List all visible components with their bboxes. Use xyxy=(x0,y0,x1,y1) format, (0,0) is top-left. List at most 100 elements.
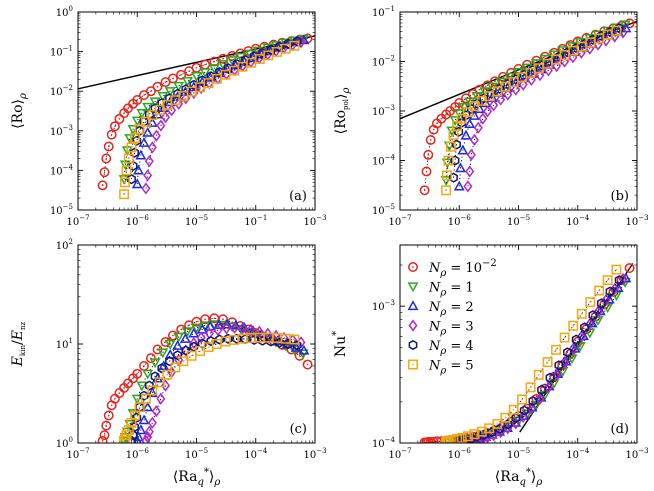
data-point xyxy=(238,322,248,335)
marker-dot xyxy=(127,429,130,431)
x-tick-label: 10−7 xyxy=(388,447,411,461)
marker-dot xyxy=(494,80,496,82)
marker-circle xyxy=(419,185,430,196)
data-point xyxy=(568,343,578,356)
data-point xyxy=(132,412,142,423)
marker-square xyxy=(469,101,480,112)
data-point xyxy=(145,353,156,364)
data-point xyxy=(176,69,187,80)
marker-dot xyxy=(199,350,201,352)
marker-dot xyxy=(478,88,481,91)
axes-frame xyxy=(77,244,316,444)
data-point xyxy=(542,357,553,368)
marker-dot xyxy=(188,324,190,326)
marker-dot xyxy=(427,154,430,156)
data-point xyxy=(517,394,528,405)
data-point xyxy=(126,142,137,153)
marker-dot xyxy=(241,65,244,68)
panel-label: (d) xyxy=(611,422,629,437)
marker-square xyxy=(121,430,132,441)
marker-square xyxy=(585,297,596,308)
legend-marker xyxy=(407,300,419,311)
minor-ticks xyxy=(400,12,637,210)
data-point xyxy=(473,121,483,134)
data-point xyxy=(141,182,151,195)
data-point xyxy=(132,95,143,105)
data-point xyxy=(296,36,306,49)
data-point xyxy=(421,166,432,177)
data-point xyxy=(157,348,169,359)
data-point xyxy=(611,25,622,36)
data-point xyxy=(462,431,473,442)
data-point xyxy=(610,282,620,295)
x-tick-label: 10−6 xyxy=(126,214,150,228)
data-point xyxy=(165,356,174,367)
marker-dot xyxy=(222,318,224,321)
data-point xyxy=(162,369,173,380)
data-point xyxy=(230,321,240,334)
marker-square xyxy=(559,332,570,343)
data-point xyxy=(221,318,233,329)
data-point xyxy=(503,88,513,101)
marker-dot xyxy=(460,117,463,120)
marker-dot xyxy=(130,421,133,424)
marker-dot xyxy=(440,117,443,120)
data-point xyxy=(172,340,184,350)
marker-square xyxy=(408,359,418,370)
marker-dot xyxy=(449,439,452,442)
marker-dot xyxy=(103,434,106,436)
marker-dot xyxy=(423,189,426,192)
marker-dot xyxy=(215,343,218,345)
marker-dot xyxy=(151,389,154,392)
legend-item: Nρ = 1 xyxy=(407,281,474,299)
marker-dot xyxy=(598,37,600,40)
data-point xyxy=(594,285,605,296)
panel-b: 10−7 10−6 10−5 10−4 10−3 10−5 10−4 10−3 10−2 10−1… xyxy=(333,5,649,228)
data-point xyxy=(535,391,547,402)
x-tick-label: 10−6 xyxy=(126,447,150,461)
legend-item: Nρ = 10−2 xyxy=(408,258,497,279)
data-point xyxy=(152,81,163,92)
data-point xyxy=(141,434,151,443)
marker-dot xyxy=(199,86,201,89)
marker-square xyxy=(551,344,561,355)
data-point xyxy=(124,134,136,144)
data-point xyxy=(302,359,313,370)
marker-dot xyxy=(222,57,224,60)
data-point xyxy=(487,427,496,438)
marker-square xyxy=(533,369,544,380)
marker-square xyxy=(140,393,151,404)
series-connector xyxy=(453,27,620,178)
y-tick-label: 10−2 xyxy=(372,55,395,69)
data-point xyxy=(441,158,453,169)
marker-dot xyxy=(123,387,125,389)
x-tick-label: 10−7 xyxy=(388,214,411,228)
data-point xyxy=(445,141,456,152)
x-tick-label: 10−3 xyxy=(625,214,648,228)
data-point xyxy=(144,425,154,438)
data-point xyxy=(189,337,199,350)
x-tick-label: 10−5 xyxy=(507,447,530,461)
marker-circle xyxy=(191,62,202,73)
data-point xyxy=(196,331,206,344)
marker-circle xyxy=(132,95,143,105)
data-point xyxy=(526,402,536,415)
marker-dot xyxy=(158,108,161,111)
marker-circle xyxy=(421,166,432,177)
marker-dot xyxy=(473,105,476,108)
data-point xyxy=(585,297,596,308)
data-point xyxy=(118,175,130,185)
x-tick-label: 10−5 xyxy=(185,214,208,228)
marker-dot xyxy=(480,430,483,433)
marker-square xyxy=(517,394,528,405)
marker-dot xyxy=(123,112,125,114)
panel-c: 10−7 10−6 10−5 10−4 10−3 100 101 102 (c) Ekin/Enz… xyxy=(10,238,327,488)
data-point xyxy=(167,330,178,341)
marker-dot xyxy=(174,366,177,369)
x-tick-label: 10−3 xyxy=(303,447,326,461)
data-point xyxy=(164,87,176,97)
data-point xyxy=(289,334,300,345)
series-6 xyxy=(119,40,300,200)
data-point xyxy=(453,109,465,120)
marker-dot xyxy=(166,373,168,376)
